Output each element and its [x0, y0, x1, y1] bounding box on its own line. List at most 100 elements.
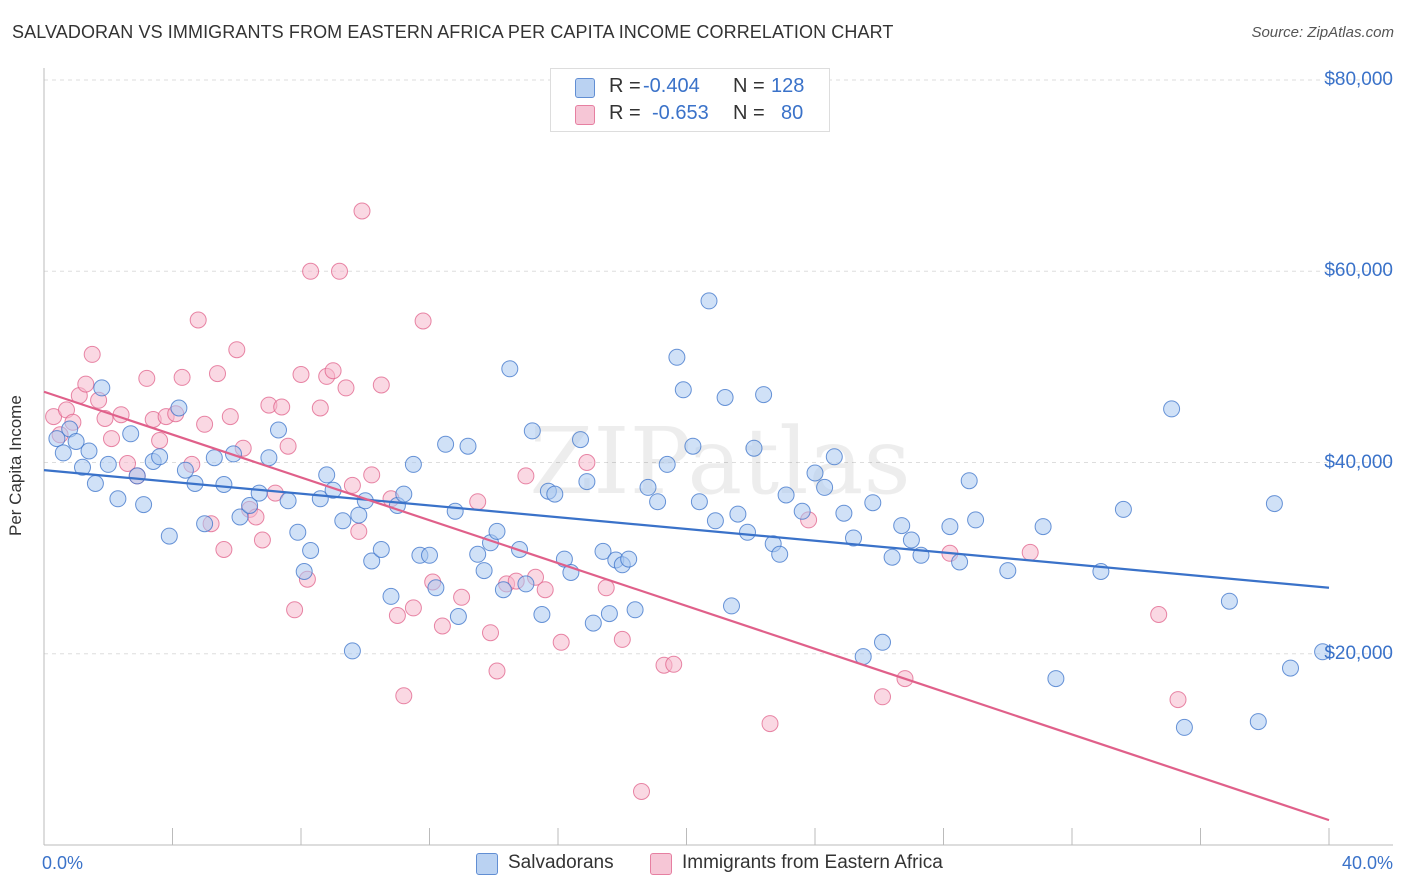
salvadoran-point [48, 430, 66, 448]
salvadoran-point [343, 642, 361, 660]
salvadoran-point [122, 425, 140, 443]
salvadoran-point [864, 494, 882, 512]
salvadoran-point [723, 597, 740, 615]
salvadoran-point [86, 475, 104, 492]
eastern-africa-point [482, 624, 499, 642]
salvadoran-point [771, 545, 789, 563]
eastern-africa-point [665, 655, 683, 673]
eastern-africa-point [1150, 606, 1168, 623]
eastern-africa-point [279, 437, 297, 455]
eastern-africa-point [613, 630, 631, 648]
y-tick-label: $40,000 [1324, 451, 1393, 473]
salvadoran-point [690, 493, 708, 511]
salvadoran-point [196, 515, 214, 533]
eastern-africa-point [1021, 543, 1039, 561]
eastern-africa-point [343, 476, 361, 494]
salvadoran-point [584, 614, 602, 632]
salvadoran-point [231, 508, 249, 526]
eastern-africa-point [350, 522, 368, 540]
legend-n-value: 128 [771, 75, 805, 97]
salvadoran-point [421, 546, 438, 564]
salvadoran-point [1114, 500, 1132, 518]
x-tick-label: 40.0% [1341, 853, 1393, 873]
eastern-africa-point [77, 375, 95, 393]
salvadoran-point [469, 545, 487, 563]
salvadoran-point [501, 360, 519, 378]
salvadoran-point [160, 527, 178, 545]
salvadoran-point [706, 512, 724, 530]
chart-title: SALVADORAN VS IMMIGRANTS FROM EASTERN AF… [12, 22, 894, 42]
salvadoran-point [578, 473, 596, 491]
salvadoran-point [700, 292, 718, 310]
salvadoran-point [395, 485, 413, 503]
salvadoran-point [427, 579, 445, 597]
eastern-africa-point [151, 432, 169, 449]
eastern-africa-trend-line [43, 390, 1330, 822]
salvadoran-point [967, 511, 985, 529]
legend-r-label: R = [609, 102, 641, 124]
chart-source: Source: ZipAtlas.com [1251, 24, 1394, 41]
salvadoran-point [729, 505, 747, 523]
eastern-africa-point [433, 617, 451, 635]
legend-swatch-blue [476, 853, 498, 875]
salvadoran-point [437, 435, 455, 453]
eastern-africa-point [363, 466, 381, 484]
salvadoran-point [517, 575, 535, 593]
salvadoran-point [260, 449, 278, 467]
eastern-africa-point [292, 366, 310, 383]
eastern-africa-point [552, 633, 570, 651]
salvadoran-point [941, 518, 959, 536]
salvadoran-point [135, 496, 153, 514]
salvadoran-point [372, 541, 390, 558]
eastern-africa-point [337, 379, 355, 397]
salvadoran-point [404, 455, 422, 473]
eastern-africa-point [215, 541, 233, 558]
salvadoran-point [626, 601, 644, 619]
legend-n-label: N = [733, 102, 765, 124]
salvadoran-point [99, 455, 117, 473]
salvadoran-point [1175, 718, 1193, 736]
gridlines [44, 79, 1393, 655]
salvadoran-point [902, 531, 920, 549]
eastern-africa-point [597, 579, 615, 597]
series-salvadorans-points [48, 292, 1332, 736]
salvadoran-point [639, 478, 657, 496]
correlation-legend: R = -0.404 N = 128 R = -0.653 N = 80 [550, 68, 830, 132]
salvadoran-point [620, 550, 638, 568]
eastern-africa-point [388, 607, 406, 624]
salvadoran-point [270, 421, 287, 439]
x-tick-label: 0.0% [42, 853, 84, 873]
salvadoran-point [816, 478, 834, 496]
y-tick-label: $60,000 [1324, 260, 1393, 282]
eastern-africa-point [633, 783, 650, 800]
salvadoran-point [289, 523, 307, 541]
salvadoran-point [318, 466, 336, 484]
salvadoran-point [533, 606, 551, 623]
salvadoran-point [1282, 659, 1299, 677]
legend-r-value: -0.653 [652, 102, 709, 124]
salvadoran-point [67, 433, 85, 450]
salvadoran-point [74, 458, 91, 476]
salvadoran-point [215, 476, 233, 493]
salvadoran-point [658, 455, 676, 473]
salvadoran-point [93, 379, 111, 397]
salvadoran-point [109, 490, 127, 508]
salvadoran-point [54, 444, 72, 462]
salvadoran-point [600, 605, 618, 623]
salvadorans-trend-line [43, 469, 1330, 589]
eastern-africa-point [414, 312, 432, 330]
salvadoran-point [382, 587, 400, 605]
salvadoran-point [739, 523, 756, 541]
salvadoran-point [1220, 592, 1238, 610]
salvadoran-point [1314, 643, 1332, 661]
salvadoran-point [488, 522, 506, 540]
salvadoran-point [128, 467, 146, 485]
salvadoran-point [205, 449, 223, 467]
axes [43, 68, 1393, 846]
eastern-africa-point [83, 345, 101, 363]
salvadoran-point [960, 472, 978, 490]
salvadoran-point [999, 562, 1017, 580]
salvadoran-point [475, 562, 493, 580]
salvadoran-point [793, 502, 811, 520]
